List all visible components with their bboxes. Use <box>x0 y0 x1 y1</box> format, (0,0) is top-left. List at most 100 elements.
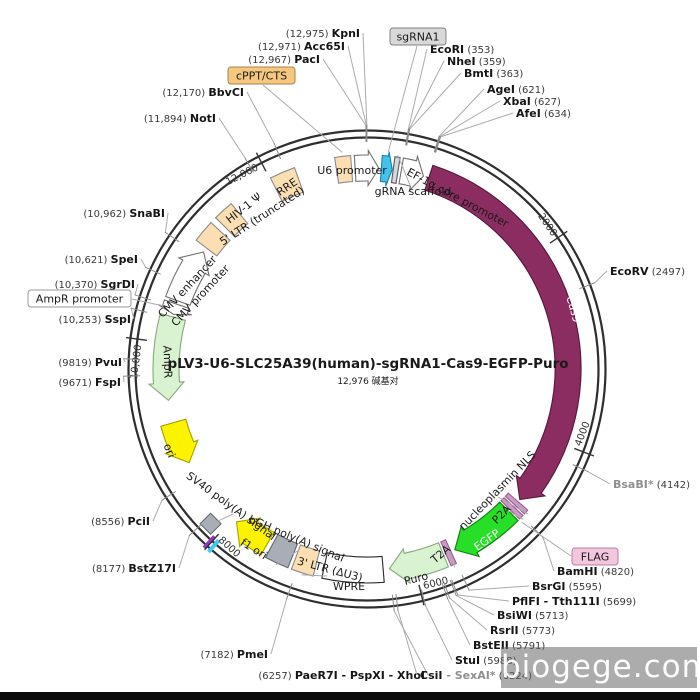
lbl-sv40: SV40 poly(A) signal <box>184 469 279 543</box>
feature-leader <box>208 513 234 526</box>
site-label-12170: (12,170) BbvCI <box>162 86 244 99</box>
site-leader-634 <box>440 112 514 138</box>
site-label-12975: (12,975) KpnI <box>286 27 360 40</box>
site-leader-7182 <box>270 598 288 655</box>
site-label-12971: (12,971) Acc65I <box>258 40 345 53</box>
bottom-bar <box>0 692 700 700</box>
tag-cppt-cts <box>227 66 296 85</box>
site-label-9819: (9819) PvuI <box>58 356 122 369</box>
feature-sgrna1-target <box>379 151 393 187</box>
scale-label-10000: 10,000 <box>129 344 144 380</box>
site-leader-2497 <box>594 270 608 284</box>
site-label-7182: (7182) PmeI <box>200 648 268 661</box>
watermark: biogege.com <box>501 647 700 688</box>
site-label-6257: (6257) PaeR7I - PspXI - XhoI <box>258 669 425 682</box>
site-tick-5791 <box>441 583 449 600</box>
site-tick-10962 <box>164 231 180 243</box>
feature-hiv1-psi <box>214 202 249 237</box>
site-tick-363 <box>406 128 411 146</box>
site-label-5791: BstEII (5791) <box>473 639 545 652</box>
site-leader-363 <box>409 72 462 130</box>
site-leader-10962 <box>164 212 169 233</box>
site-label-363: BmtI (363) <box>464 67 523 80</box>
site-label-5773: RsrII (5773) <box>490 624 555 637</box>
scale-tick-2000 <box>549 230 568 244</box>
site-leader-5988 <box>424 605 453 661</box>
site-leader-8177 <box>178 535 190 569</box>
site-tick-5773 <box>443 582 451 599</box>
site-tick-4142 <box>572 464 589 473</box>
site-label-11894: (11,894) NotI <box>144 112 216 125</box>
scale-label-2000: 2000 <box>535 211 558 238</box>
site-leader-11894 <box>218 117 246 159</box>
site-tick-12170 <box>273 143 282 160</box>
site-leader-9819 <box>123 358 126 363</box>
site-label-8556: (8556) PciI <box>91 515 150 528</box>
feature-leader <box>387 45 418 153</box>
site-leader-353 <box>407 48 428 130</box>
site-leader-6257 <box>393 610 429 676</box>
site-tick-10370 <box>134 294 151 301</box>
feature-leader <box>131 298 169 308</box>
site-leader-621 <box>438 88 485 137</box>
feature-wpre <box>321 552 385 584</box>
feature-u6-promoter <box>353 148 380 188</box>
site-tick-8556 <box>161 490 177 501</box>
feature-leader <box>301 574 328 577</box>
site-leader-6224 <box>397 610 418 676</box>
site-tick-11894 <box>244 157 254 173</box>
site-label-634: AfeI (634) <box>516 107 571 120</box>
feature-puro <box>388 542 450 585</box>
site-tick-5713 <box>449 580 457 597</box>
scale-tick-8000 <box>204 533 220 551</box>
site-label-10370: (10,370) SgrDI <box>55 278 135 291</box>
tag-flag <box>571 547 619 566</box>
site-tick-8177 <box>188 523 202 537</box>
tag-cppt-cts-text: cPPT/CTS <box>236 70 287 83</box>
scale-tick-10000 <box>125 336 147 341</box>
site-label-8177: (8177) BstZ17I <box>92 562 176 575</box>
site-tick-353 <box>405 128 409 146</box>
lbl-ampr: AmpR <box>160 345 174 379</box>
feature-p2a <box>500 496 524 520</box>
feature-leader <box>262 84 343 153</box>
feature-cas9 <box>424 164 582 501</box>
site-tick-5988 <box>420 589 426 607</box>
site-leader-10370 <box>134 283 139 296</box>
site-tick-9671 <box>123 375 141 377</box>
lbl-u6: U6 promoter <box>317 164 387 177</box>
site-leader-12170 <box>246 91 275 145</box>
site-tick-7182 <box>286 583 293 600</box>
tag-ampr-promoter <box>27 289 132 308</box>
site-leader-8556 <box>152 500 163 522</box>
site-tick-2497 <box>579 282 596 290</box>
feature-f1-ori <box>235 517 275 556</box>
site-label-10253: (10,253) SspI <box>59 313 131 326</box>
site-tick-6224 <box>395 594 399 612</box>
feature-leader <box>275 549 300 566</box>
scale-tick-4000 <box>574 447 595 457</box>
feature-leader <box>521 521 572 557</box>
site-leader-5595 <box>469 585 530 591</box>
feature-ltr5-truncated <box>195 221 231 257</box>
feature-egfp <box>454 501 519 558</box>
feature-leader <box>506 509 524 520</box>
site-tick-6257 <box>391 594 395 612</box>
site-tick-5595 <box>461 574 470 591</box>
site-tick-621 <box>433 135 440 153</box>
tag-flag-text: FLAG <box>581 551 610 564</box>
site-leader-5773 <box>449 597 488 631</box>
site-label-5988: StuI (5988) <box>455 654 517 667</box>
site-leader-12975 <box>362 32 368 126</box>
feature-nucleoplasmin-nls <box>504 492 529 515</box>
site-leader-12967 <box>322 58 367 126</box>
site-tick-10621 <box>145 266 161 275</box>
site-label-353: EcoRI (353) <box>430 43 494 56</box>
site-label-4142: BsaBI* (4142) <box>613 478 690 491</box>
feature-rre <box>269 166 305 202</box>
site-tick-5699 <box>451 579 459 596</box>
feature-sv40-polya <box>199 512 222 535</box>
site-tick-627 <box>434 136 441 153</box>
site-leader-5791 <box>447 598 471 646</box>
site-tick-9819 <box>123 358 141 360</box>
